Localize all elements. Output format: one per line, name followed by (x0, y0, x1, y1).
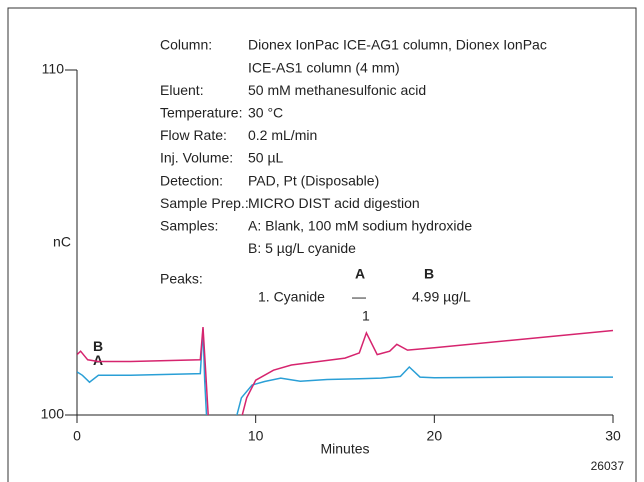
condition-value: A: Blank, 100 mM sodium hydroxide (248, 218, 472, 234)
condition-label: Temperature: (160, 105, 242, 121)
condition-value: PAD, Pt (Disposable) (248, 172, 379, 188)
peak-b-value: 4.99 µg/L (412, 289, 471, 305)
condition-value: MICRO DIST acid digestion (248, 195, 420, 211)
series-label: A (93, 352, 103, 368)
y-axis-label: nC (53, 234, 71, 250)
series-label: B (93, 338, 103, 354)
frame (7, 7, 637, 482)
peak-name: 1. Cyanide (258, 289, 325, 305)
y-tick-label: 100 (41, 406, 65, 422)
peaks-col-b: B (424, 266, 434, 282)
x-tick-label: 20 (427, 428, 443, 444)
condition-value: 50 mM methanesulfonic acid (248, 82, 426, 98)
condition-label: Flow Rate: (160, 127, 227, 143)
y-tick-label: 110 (42, 61, 65, 77)
peaks-label: Peaks: (160, 271, 203, 287)
trace (77, 328, 613, 415)
condition-label: Samples: (160, 218, 218, 234)
condition-label: Column: (160, 37, 212, 53)
peak-number: 1 (362, 308, 370, 324)
condition-value: 30 °C (248, 105, 283, 121)
condition-value: ICE-AS1 column (4 mm) (248, 59, 400, 75)
condition-label: Sample Prep.: (160, 195, 249, 211)
condition-value: Dionex IonPac ICE-AG1 column, Dionex Ion… (248, 37, 547, 53)
x-tick-label: 10 (248, 428, 264, 444)
x-tick-label: 30 (605, 428, 621, 444)
figure-id: 26037 (591, 459, 625, 473)
peak-a-value: — (352, 289, 366, 305)
condition-value: 50 µL (248, 150, 284, 166)
condition-label: Eluent: (160, 82, 204, 98)
peaks-col-a: A (355, 266, 365, 282)
x-axis-label: Minutes (320, 441, 369, 457)
x-tick-label: 0 (73, 428, 81, 444)
condition-label: Detection: (160, 172, 223, 188)
condition-value: B: 5 µg/L cyanide (248, 240, 356, 256)
trace (77, 326, 614, 415)
condition-value: 0.2 mL/min (248, 127, 317, 143)
condition-label: Inj. Volume: (160, 150, 233, 166)
